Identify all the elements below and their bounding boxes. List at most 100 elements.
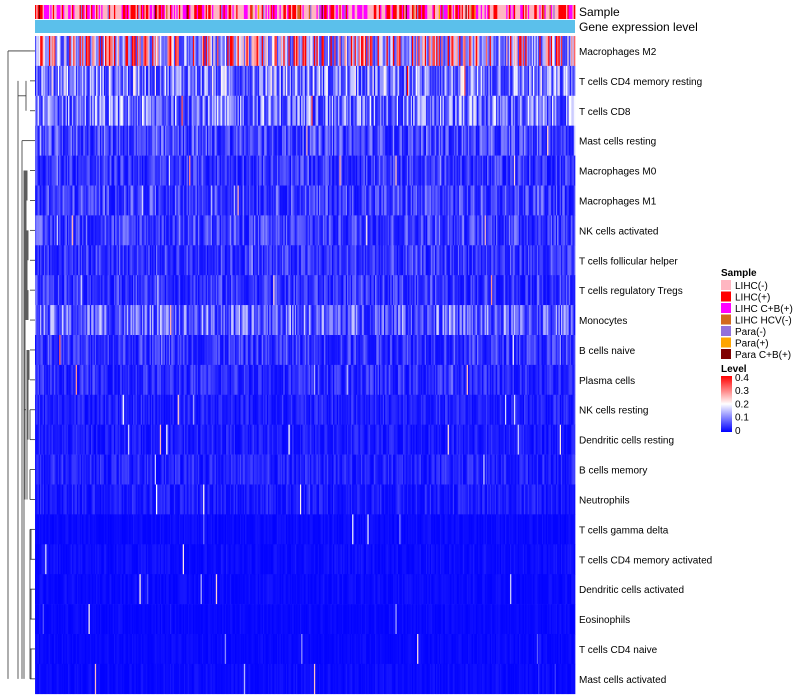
sample-cell [428,5,431,19]
heatmap-cell [162,95,164,126]
heatmap-cell [377,185,380,216]
heatmap-cell [217,65,219,97]
heatmap-cell [366,335,368,366]
heatmap-cell [97,245,100,276]
heatmap-cell [290,95,293,126]
heatmap-cell [279,155,282,186]
heatmap-cell [334,155,336,186]
heatmap-cell [70,95,73,126]
heatmap-cell [71,305,74,336]
heatmap-cell [521,125,524,156]
heatmap-cell [196,245,199,276]
heatmap-cell [190,215,192,246]
heatmap-cell [215,125,218,156]
heatmap-cell [101,95,103,126]
heatmap-cell [301,65,303,97]
heatmap-cell [265,335,268,366]
heatmap-cell [88,125,91,156]
heatmap-cell [382,125,385,156]
heatmap-cell [164,36,167,67]
heatmap-cell [206,275,209,306]
heatmap-cell [567,155,569,186]
heatmap-cell [349,305,352,336]
sample-cell [186,5,189,19]
heatmap-cell [126,65,129,97]
heatmap-cell [343,215,345,246]
heatmap-cell [567,65,569,97]
sample-cell [219,5,222,19]
heatmap-cell [226,155,228,186]
heatmap-cell [251,36,254,67]
heatmap-cell [433,215,436,246]
heatmap-cell [283,95,285,126]
heatmap-cell [307,305,310,336]
heatmap-cell [139,65,142,97]
heatmap-cell [69,155,72,186]
heatmap-cell [46,185,49,216]
heatmap-cell [66,65,69,97]
heatmap-cell [269,275,271,306]
heatmap-cell [77,305,79,336]
heatmap-cell [240,215,242,246]
heatmap-cell [73,245,75,276]
heatmap-cell [507,185,510,216]
heatmap-cell [42,65,45,97]
heatmap-cell [319,275,321,306]
heatmap-cell [82,65,84,97]
heatmap-cell [222,185,224,216]
heatmap-cell [361,155,363,186]
heatmap-cell [548,155,550,186]
heatmap-cell [195,65,198,97]
sample-cell [429,5,432,19]
heatmap-cell [496,305,498,336]
heatmap-cell [222,125,224,156]
heatmap-cell [85,155,88,186]
heatmap-cell [275,155,278,186]
heatmap-cell [227,65,229,97]
heatmap-cell [246,125,249,156]
sample-cell [343,5,345,19]
heatmap-cell [240,245,242,276]
heatmap-cell [152,305,154,336]
heatmap-cell [498,305,501,336]
heatmap-cell [478,215,480,246]
heatmap-cell [178,36,181,67]
heatmap-cell [532,305,535,336]
heatmap-cell [140,335,143,366]
heatmap-cell [166,305,168,336]
heatmap-cell [347,95,349,126]
heatmap-cell [205,275,208,306]
heatmap-cell [161,155,163,186]
heatmap-cell [403,125,405,156]
heatmap-cell [161,185,163,216]
heatmap-cell [292,36,294,67]
heatmap-cell [217,155,219,186]
heatmap-cell [448,275,451,306]
heatmap-cell [130,305,133,336]
heatmap-cell [375,305,377,336]
heatmap-cell [540,95,543,126]
heatmap-cell [223,125,226,156]
heatmap-cell [70,36,73,67]
heatmap-cell [155,95,158,126]
heatmap-cell [206,185,209,216]
heatmap-cell [502,65,505,97]
heatmap-cell [315,275,317,306]
heatmap-cell [408,245,410,276]
heatmap-cell [287,185,289,216]
heatmap-cell [419,275,422,306]
heatmap-cell [194,245,196,276]
heatmap-cell [326,95,329,126]
heatmap-cell [233,335,236,366]
heatmap-cell [222,215,224,246]
heatmap-cell [85,185,88,216]
heatmap-cell [185,95,187,126]
heatmap-row [35,185,576,216]
heatmap-cell [226,275,228,306]
heatmap-cell [489,275,492,306]
heatmap-cell [522,65,525,97]
heatmap-cell [275,95,278,126]
heatmap-cell [410,215,413,246]
heatmap-cell [341,36,344,67]
heatmap-cell [425,65,428,97]
